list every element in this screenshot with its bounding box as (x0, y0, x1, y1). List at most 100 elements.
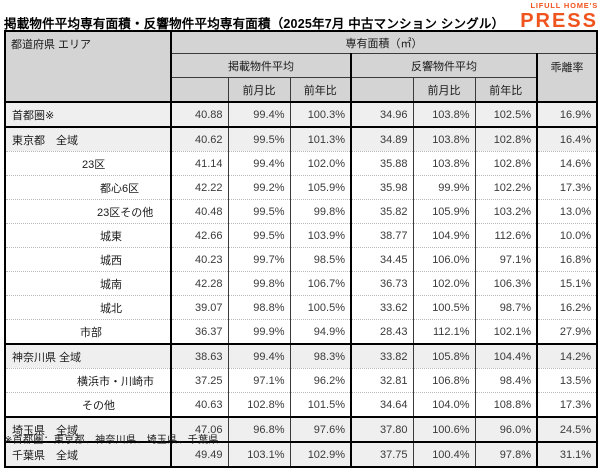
inquired-group-header: 反響物件平均 (351, 53, 538, 78)
area-label: 横浜市・川崎市 (5, 368, 172, 393)
value-cell: 99.7% (228, 247, 291, 272)
table-body: 首都圏※ 40.88 99.4% 100.3% 34.96 103.8% 102.5% 16.… (5, 101, 598, 467)
value-cell: 102.8% (228, 392, 291, 417)
value-cell: 99.4% (228, 343, 291, 369)
area-stats-table: 都道府県 エリア 専有面積（㎡） 掲載物件平均 反響物件平均 乖離率 前月比 前… (4, 30, 599, 468)
value-cell: 28.43 (351, 319, 414, 344)
value-cell: 103.8% (413, 101, 476, 127)
value-cell: 42.22 (171, 175, 229, 200)
value-cell: 99.8% (290, 199, 352, 224)
value-cell: 99.4% (228, 151, 291, 176)
listed-value-header (171, 77, 229, 103)
value-cell: 13.5% (537, 368, 598, 393)
value-cell: 14.6% (537, 151, 598, 176)
area-label: 東京都 全域 (5, 126, 172, 152)
value-cell: 37.80 (351, 416, 414, 442)
value-cell: 103.2% (475, 199, 538, 224)
value-cell: 37.75 (351, 441, 414, 467)
value-cell: 106.3% (475, 271, 538, 296)
area-label: 城南 (5, 271, 172, 296)
page-title: 掲載物件平均専有面積・反響物件平均専有面積（2025年7月 中古マンション シン… (4, 17, 505, 31)
value-cell: 42.28 (171, 271, 229, 296)
value-cell: 34.96 (351, 101, 414, 127)
value-cell: 16.9% (537, 101, 598, 127)
value-cell: 14.2% (537, 343, 598, 369)
area-label: 23区その他 (5, 199, 172, 224)
area-label: 埼玉県 全域 (5, 416, 172, 442)
value-cell: 104.9% (413, 223, 476, 248)
area-label: 市部 (5, 319, 172, 344)
value-cell: 32.81 (351, 368, 414, 393)
table-row: 市部 36.37 99.9% 94.9% 28.43 112.1% 102.1% 27.9% (5, 319, 598, 344)
value-cell: 101.3% (290, 126, 352, 152)
value-cell: 17.3% (537, 392, 598, 417)
value-cell: 99.5% (228, 126, 291, 152)
area-label: 23区 (5, 151, 172, 176)
value-cell: 105.8% (413, 343, 476, 369)
table-row: 城西 40.23 99.7% 98.5% 34.45 106.0% 97.1% 16.8% (5, 247, 598, 272)
table-row: 都心6区 42.22 99.2% 105.9% 35.98 99.9% 102.2% 17.3… (5, 175, 598, 200)
value-cell: 35.98 (351, 175, 414, 200)
listed-yoy-header: 前年比 (290, 77, 352, 103)
value-cell: 105.9% (290, 175, 352, 200)
value-cell: 112.1% (413, 319, 476, 344)
value-cell: 105.9% (413, 199, 476, 224)
value-cell: 99.9% (228, 319, 291, 344)
value-cell: 10.0% (537, 223, 598, 248)
value-cell: 98.7% (475, 295, 538, 320)
value-cell: 98.5% (290, 247, 352, 272)
value-cell: 98.3% (290, 343, 352, 369)
value-cell: 99.5% (228, 223, 291, 248)
value-cell: 41.14 (171, 151, 229, 176)
listed-group-header: 掲載物件平均 (171, 53, 352, 78)
value-cell: 47.06 (171, 416, 229, 442)
value-cell: 98.4% (475, 368, 538, 393)
area-label: 城西 (5, 247, 172, 272)
value-cell: 103.8% (413, 126, 476, 152)
value-cell: 27.9% (537, 319, 598, 344)
value-cell: 104.0% (413, 392, 476, 417)
value-cell: 96.8% (228, 416, 291, 442)
inquired-mom-header: 前月比 (413, 77, 476, 103)
table-row: 横浜市・川崎市 37.25 97.1% 96.2% 32.81 106.8% 98.4% 13… (5, 368, 598, 393)
value-cell: 102.8% (475, 126, 538, 152)
value-cell: 97.1% (228, 368, 291, 393)
value-cell: 96.2% (290, 368, 352, 393)
value-cell: 100.5% (413, 295, 476, 320)
value-cell: 15.1% (537, 271, 598, 296)
value-cell: 100.5% (290, 295, 352, 320)
value-cell: 16.2% (537, 295, 598, 320)
table-row: 23区 41.14 99.4% 102.0% 35.88 103.8% 102.8% 14.6… (5, 151, 598, 176)
value-cell: 100.6% (413, 416, 476, 442)
value-cell: 24.5% (537, 416, 598, 442)
value-cell: 102.9% (290, 441, 352, 467)
value-cell: 103.8% (413, 151, 476, 176)
table-row: その他 40.63 102.8% 101.5% 34.64 104.0% 108.8% 17.… (5, 392, 598, 417)
value-cell: 34.45 (351, 247, 414, 272)
value-cell: 17.3% (537, 175, 598, 200)
value-cell: 34.64 (351, 392, 414, 417)
value-cell: 13.0% (537, 199, 598, 224)
value-cell: 100.4% (413, 441, 476, 467)
value-cell: 31.1% (537, 441, 598, 467)
value-cell: 40.63 (171, 392, 229, 417)
value-cell: 102.5% (475, 101, 538, 127)
value-cell: 103.9% (290, 223, 352, 248)
listed-mom-header: 前月比 (228, 77, 291, 103)
area-label: 首都圏※ (5, 101, 172, 127)
value-cell: 99.5% (228, 199, 291, 224)
value-cell: 102.1% (475, 319, 538, 344)
footnote: ※首都圏：東京都、神奈川県、埼玉県、千葉県 (4, 435, 219, 446)
corner-header: 都道府県 エリア (5, 31, 172, 103)
value-cell: 103.1% (228, 441, 291, 467)
table-row: 首都圏※ 40.88 99.4% 100.3% 34.96 103.8% 102.5% 16.… (5, 101, 598, 127)
value-cell: 38.63 (171, 343, 229, 369)
value-cell: 33.62 (351, 295, 414, 320)
value-cell: 40.48 (171, 199, 229, 224)
value-cell: 99.9% (413, 175, 476, 200)
table-row: 埼玉県 全域 47.06 96.8% 97.6% 37.80 100.6% 96.0% 24.… (5, 416, 598, 442)
inquired-yoy-header: 前年比 (475, 77, 538, 103)
value-cell: 35.88 (351, 151, 414, 176)
table-row: 城北 39.07 98.8% 100.5% 33.62 100.5% 98.7% 16.2% (5, 295, 598, 320)
value-cell: 97.6% (290, 416, 352, 442)
